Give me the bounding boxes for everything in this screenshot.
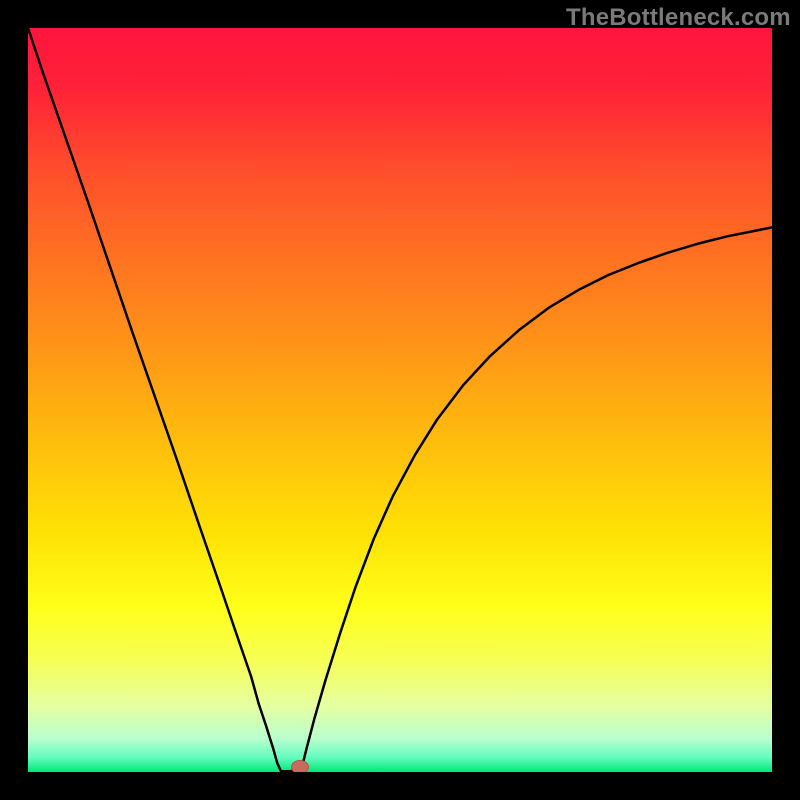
bottleneck-curve-path xyxy=(28,28,772,771)
chart-frame xyxy=(0,0,800,800)
bottleneck-curve-svg xyxy=(28,28,772,772)
optimum-marker xyxy=(291,760,309,772)
watermark-text: TheBottleneck.com xyxy=(566,4,791,32)
plot-area xyxy=(28,28,772,772)
